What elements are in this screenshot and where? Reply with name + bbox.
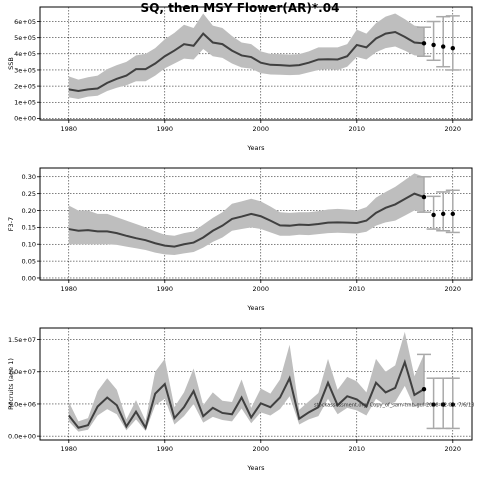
x-tick-label: 1980	[61, 445, 78, 453]
x-tick-label: 2020	[445, 285, 462, 293]
y-tick-label: 4e+05	[14, 50, 36, 58]
y-tick-label: 0.00	[22, 274, 36, 282]
y-tick-label: 5.0e+06	[8, 400, 36, 408]
y-tick-label: 0.25	[22, 190, 36, 198]
y-axis-label: SSB	[7, 57, 15, 70]
y-tick-label: 6e+05	[14, 18, 36, 26]
ssb-panel: 1980 1990 2000 2010 2020 0e+00 1e+05 2e+05 3e+05…	[7, 6, 473, 152]
x-axis-label: Years	[246, 144, 265, 152]
x-tick-label: 1990	[157, 445, 174, 453]
confidence-band	[68, 331, 425, 432]
x-axis-label: Years	[246, 304, 265, 312]
projection-point	[441, 211, 446, 217]
projection-point	[450, 402, 455, 407]
estimate-line	[68, 30, 425, 92]
projection-point	[441, 402, 446, 407]
y-tick-label: 0e+00	[14, 115, 36, 123]
projection-point	[431, 212, 436, 218]
projection-point	[421, 194, 427, 200]
x-tick-label: 2010	[349, 125, 366, 133]
x-tick-label: 2010	[349, 285, 366, 293]
x-tick-label: 1980	[61, 285, 78, 293]
y-tick-label: 5e+05	[14, 34, 36, 42]
projection-point	[421, 386, 427, 392]
projection-point	[421, 41, 427, 46]
x-tick-label: 1990	[157, 125, 174, 133]
y-tick-label: 1e+05	[14, 99, 36, 107]
source-annotation: stockassessment.org, Copy_of_sam-tmb-gul…	[314, 403, 474, 409]
plot-frame	[39, 6, 473, 121]
y-axis-label: F3-7	[7, 217, 15, 231]
y-tick-label: 0.0e+00	[8, 432, 36, 440]
y-tick-label: 1.5e+07	[8, 336, 36, 344]
y-tick-label: 2e+05	[14, 82, 36, 90]
recruitment-panel: 1980 1990 2000 2010 2020 0.0e+00 5.0e+06 1.0e+0…	[7, 327, 474, 472]
projection-point	[431, 402, 436, 407]
y-tick-label: 0.30	[22, 173, 36, 181]
y-axis-label: Recruits (age 1)	[7, 358, 15, 410]
x-tick-label: 2010	[349, 445, 366, 453]
x-tick-label: 2020	[445, 125, 462, 133]
y-tick-label: 1.0e+07	[8, 368, 36, 376]
x-axis-label: Years	[246, 464, 265, 472]
plot-frame	[39, 167, 473, 281]
y-tick-label: 0.15	[22, 224, 36, 232]
x-tick-label: 2000	[253, 125, 270, 133]
estimate-line	[68, 192, 425, 248]
estimate-line	[68, 358, 425, 431]
plot-frame	[39, 327, 473, 441]
x-tick-label: 1980	[61, 125, 78, 133]
y-tick-label: 0.20	[22, 207, 36, 215]
x-tick-label: 2000	[253, 285, 270, 293]
x-tick-label: 2000	[253, 445, 270, 453]
x-tick-label: 2020	[445, 445, 462, 453]
projection-point	[450, 211, 455, 217]
projection-point	[441, 44, 446, 49]
fishing-mortality-panel: 1980 1990 2000 2010 2020 0.00 0.05 0.10 0.15 0.20…	[7, 167, 473, 312]
projection-point	[450, 45, 455, 51]
y-tick-label: 0.10	[22, 241, 36, 249]
figure-title: SQ, then MSY Flower(AR)*.04	[141, 1, 340, 15]
x-tick-label: 1990	[157, 285, 174, 293]
y-tick-label: 3e+05	[14, 66, 36, 74]
y-tick-label: 0.05	[22, 257, 36, 265]
projection-point	[431, 42, 436, 48]
